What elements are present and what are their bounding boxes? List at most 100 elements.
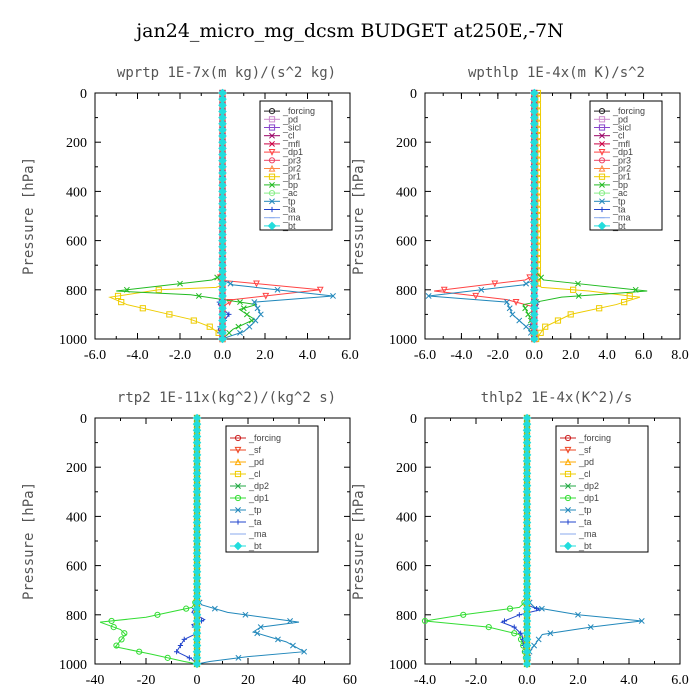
y-tick-label: 400 <box>66 510 87 525</box>
data-point <box>108 617 115 625</box>
legend-label: _dp2 <box>248 481 269 491</box>
y-tick-label: 1000 <box>389 333 417 348</box>
data-point <box>164 654 171 661</box>
data-point <box>522 659 532 669</box>
y-tick-label: 600 <box>396 560 417 575</box>
legend-swatch-marker <box>234 446 242 454</box>
data-point <box>570 286 577 293</box>
legend-swatch-marker <box>598 157 606 164</box>
legend-swatch-marker <box>234 434 242 442</box>
data-point <box>425 292 432 299</box>
x-tick-label: 0.0 <box>526 348 544 363</box>
panel-title: rtp2 1E-11x(kg^2)/(kg^2 s) <box>117 390 336 406</box>
legend-box <box>225 425 319 553</box>
data-point <box>596 305 603 312</box>
legend-swatch-marker <box>564 458 572 466</box>
legend-label: _pd <box>612 114 628 124</box>
legend: _forcing_pd_sicl_cl_mfl_dp1_pr3_pr2_pr1_… <box>589 100 663 231</box>
x-tick-label: -4.0 <box>450 348 472 363</box>
legend-label: _sicl <box>612 123 631 133</box>
data-point <box>242 611 249 618</box>
data-point <box>567 311 574 318</box>
legend-swatch-marker <box>565 519 571 525</box>
legend-swatch-marker <box>268 173 276 180</box>
legend-label: _ta <box>612 205 626 215</box>
data-point <box>472 292 480 300</box>
legend-label: _ma <box>282 213 301 223</box>
data-point <box>218 334 227 344</box>
legend-swatch-marker <box>268 157 276 164</box>
legend-label: _pr1 <box>612 172 631 182</box>
legend-label: _mfl <box>282 139 300 149</box>
data-point <box>177 642 184 649</box>
legend-label: _dp1 <box>248 493 269 503</box>
x-tick-label: 0.0 <box>518 673 536 688</box>
data-point <box>252 317 259 324</box>
data-point <box>511 624 517 630</box>
figure-title: jan24_micro_mg_dcsm BUDGET at250E,-7N <box>136 20 564 42</box>
x-tick-label: -20 <box>137 673 156 688</box>
legend-label: _ta <box>248 517 262 527</box>
series-dp1 <box>421 414 531 668</box>
y-tick-label: 800 <box>396 609 417 624</box>
legend-label: _forcing <box>248 433 281 443</box>
data-point <box>118 636 125 643</box>
data-point <box>177 280 183 287</box>
legend-swatch-marker <box>598 149 606 156</box>
legend-swatch-marker <box>235 519 241 525</box>
x-tick-label: 2.0 <box>569 673 587 688</box>
series-tp <box>425 90 538 342</box>
y-tick-label: 800 <box>396 284 417 299</box>
x-tick-label: 4.0 <box>598 348 616 363</box>
series-line <box>434 93 535 339</box>
data-point <box>114 292 122 300</box>
data-point <box>181 636 187 642</box>
y-tick-label: 800 <box>66 609 87 624</box>
data-point <box>243 311 250 318</box>
legend-label: _ma <box>578 529 597 539</box>
data-point <box>237 299 243 306</box>
data-point <box>509 311 516 318</box>
y-tick-label: 1000 <box>389 658 417 673</box>
series-bp <box>116 90 257 342</box>
legend-swatch-marker <box>269 206 275 213</box>
legend-label: _forcing <box>282 106 315 116</box>
series-line <box>428 93 535 340</box>
legend-swatch-marker <box>269 181 275 188</box>
data-point <box>301 648 308 655</box>
data-point <box>195 292 202 299</box>
data-point <box>522 305 529 312</box>
data-point <box>547 630 554 637</box>
legend-swatch-marker <box>598 124 606 131</box>
legend-label: _dp1 <box>612 147 633 157</box>
data-point <box>274 286 281 293</box>
data-point <box>523 280 530 287</box>
legend-swatch-marker <box>234 494 242 502</box>
data-point <box>575 292 582 299</box>
data-point <box>226 329 233 336</box>
data-point <box>251 299 258 306</box>
legend: _forcing _sf _pd _cl _dp2 _dp1 _tp _ta _ma _bt <box>555 425 649 553</box>
data-point <box>206 323 213 330</box>
x-tick-label: 0 <box>194 673 201 688</box>
legend-label: _pd <box>578 457 594 467</box>
legend-label: _pd <box>248 457 264 467</box>
legend-label: _cl <box>612 131 625 141</box>
x-tick-label: 6.0 <box>671 673 689 688</box>
data-point <box>118 299 125 306</box>
legend-swatch-marker <box>269 132 275 139</box>
x-tick-label: 6.0 <box>341 348 359 363</box>
data-point <box>538 605 545 612</box>
y-tick-label: 200 <box>396 136 417 151</box>
legend-swatch-marker <box>564 494 572 502</box>
data-point <box>190 317 197 324</box>
data-point <box>638 617 645 624</box>
data-point <box>478 286 485 293</box>
data-point <box>227 280 234 287</box>
series-dp1 <box>99 414 201 668</box>
legend-swatch-marker <box>234 458 242 466</box>
legend: _forcing_pd_sicl_cl_mfl_dp1_pr3_pr2_pr1_… <box>259 100 333 231</box>
y-tick-label: 0 <box>410 87 417 102</box>
data-point <box>287 617 294 624</box>
series-bt <box>522 413 532 669</box>
